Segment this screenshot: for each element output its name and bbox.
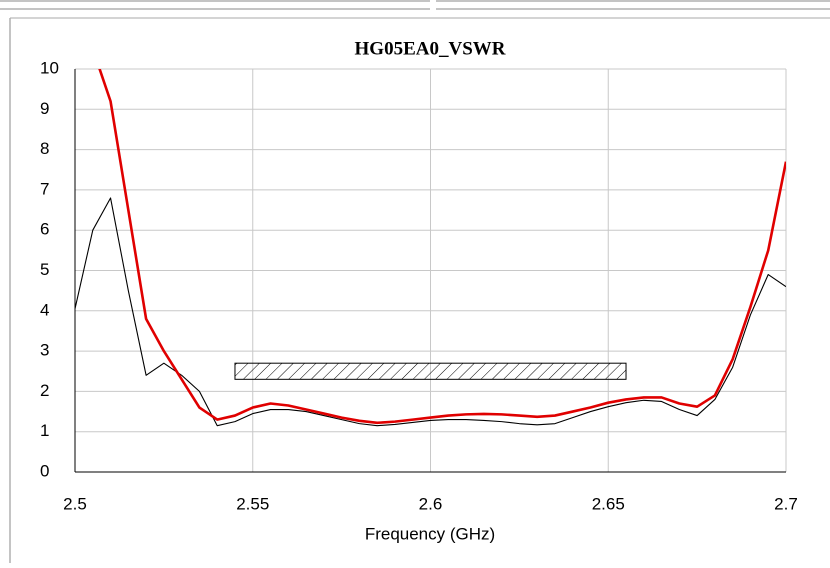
y-tick-label: 7 (40, 179, 49, 198)
x-tick-label: 2.55 (236, 494, 269, 513)
y-tick-label: 10 (40, 58, 59, 77)
y-tick-label: 0 (40, 461, 49, 480)
x-tick-label: 2.5 (63, 494, 87, 513)
spec-region (234, 362, 627, 380)
x-tick-label: 2.7 (774, 494, 798, 513)
x-tick-label: 2.65 (592, 494, 625, 513)
y-tick-label: 3 (40, 341, 49, 360)
y-tick-label: 1 (40, 421, 49, 440)
chart-title: HG05EA0_VSWR (355, 38, 506, 59)
y-tick-label: 6 (40, 220, 49, 239)
y-tick-label: 5 (40, 260, 49, 279)
series-line (75, 197, 786, 427)
x-axis-label: Frequency (GHz) (365, 524, 495, 543)
y-tick-label: 2 (40, 381, 49, 400)
plot-lines (75, 69, 786, 427)
y-tick-label: 9 (40, 99, 49, 118)
x-tick-label: 2.6 (419, 494, 443, 513)
series-line (98, 69, 786, 425)
y-tick-label: 8 (40, 139, 49, 158)
y-tick-label: 4 (40, 300, 49, 319)
